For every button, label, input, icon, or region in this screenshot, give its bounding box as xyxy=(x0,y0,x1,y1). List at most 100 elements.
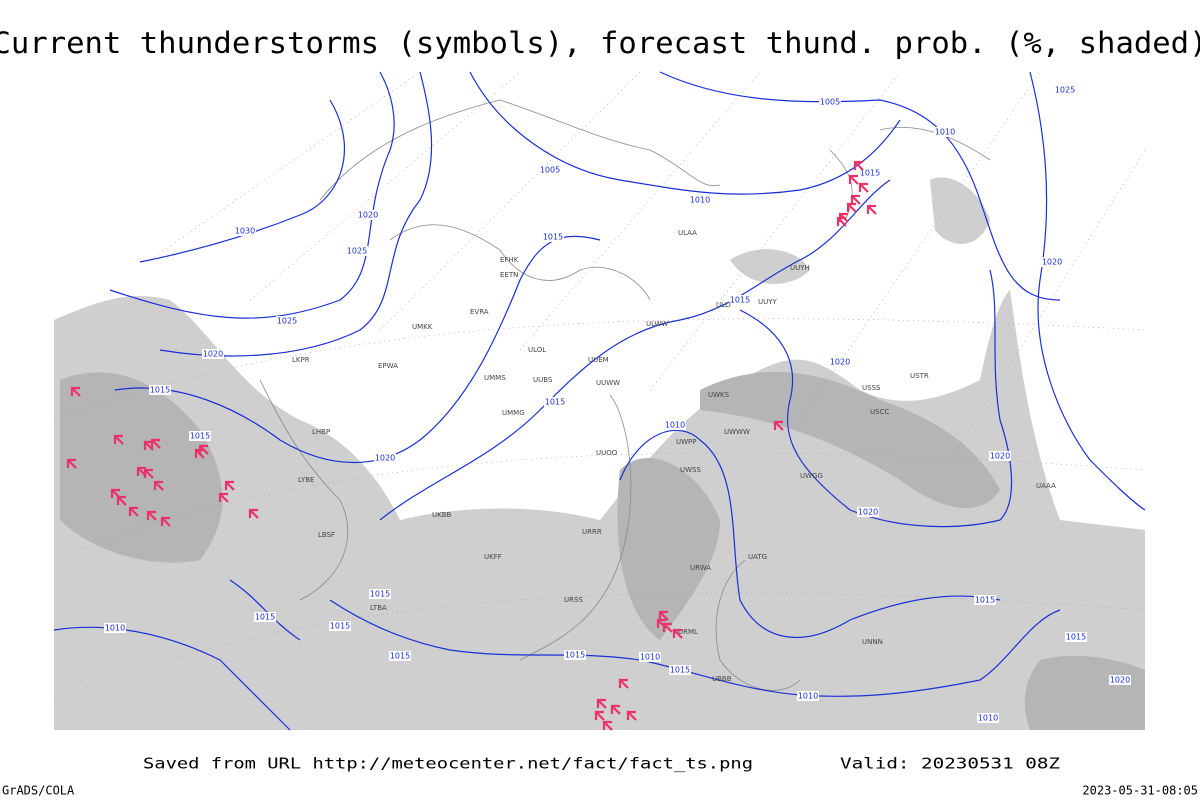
isobar xyxy=(619,429,1001,639)
isobar-label: 1010 xyxy=(105,624,125,633)
station-label: UUOO xyxy=(596,449,618,457)
grid-line xyxy=(53,318,1146,701)
label-background xyxy=(374,453,396,463)
label-background xyxy=(797,691,819,701)
storm-symbol xyxy=(594,710,605,721)
label-background xyxy=(389,651,411,661)
label-background xyxy=(564,650,586,660)
station-label: LBSF xyxy=(318,531,335,539)
storm-symbol xyxy=(658,610,669,621)
storm-symbol xyxy=(866,204,877,215)
isobar-label: 1015 xyxy=(543,233,563,242)
station-label: USTR xyxy=(910,372,929,380)
isobar-label: 1010 xyxy=(798,692,818,701)
storm-symbol xyxy=(143,440,154,451)
label-background xyxy=(729,295,751,305)
isobar-label: 1015 xyxy=(730,296,750,305)
isobar-label: 1020 xyxy=(858,508,878,517)
storm-symbol xyxy=(626,710,637,721)
label-background xyxy=(254,612,276,622)
storm-symbol xyxy=(850,194,861,205)
storm-symbol xyxy=(846,202,857,213)
label-background xyxy=(934,127,956,137)
station-label: EPWA xyxy=(378,362,398,370)
label-background xyxy=(1041,257,1063,267)
storm-symbol xyxy=(596,698,607,709)
isobar-label: 1015 xyxy=(545,398,565,407)
label-background xyxy=(189,431,211,441)
label-background xyxy=(544,397,566,407)
isobar-label: 1010 xyxy=(690,196,710,205)
label-background xyxy=(977,713,999,723)
storm-symbol xyxy=(858,182,869,193)
station-label: ULWW xyxy=(646,320,668,328)
storm-symbol xyxy=(610,704,621,715)
storm-symbol xyxy=(66,458,77,469)
label-background xyxy=(276,316,298,326)
label-background xyxy=(1054,85,1076,95)
isobar-label: 1025 xyxy=(277,317,297,326)
shaded-area xyxy=(700,371,1000,509)
isobar-label: 1010 xyxy=(935,128,955,137)
storm-symbol xyxy=(153,480,164,491)
isobar-label: 1015 xyxy=(565,651,585,660)
station-label: UNNN xyxy=(862,638,883,646)
storm-symbol xyxy=(150,438,161,449)
station-label: UUBS xyxy=(533,376,553,384)
valid-time: Valid: 20230531 08Z xyxy=(840,755,1060,773)
isobar-label: 1025 xyxy=(347,247,367,256)
storm-symbol xyxy=(224,480,235,491)
station-label: UUWW xyxy=(596,379,620,387)
shaded-area xyxy=(930,177,990,244)
map-grid xyxy=(53,71,1146,701)
label-background xyxy=(989,451,1011,461)
isobar-label: 1015 xyxy=(255,613,275,622)
isobar-label: 1015 xyxy=(150,386,170,395)
station-label: URSS xyxy=(564,596,583,604)
isobar-label: 1020 xyxy=(830,358,850,367)
label-background xyxy=(346,246,368,256)
storm-symbol xyxy=(70,386,81,397)
station-label: LKPR xyxy=(292,356,310,364)
station-label: UKFF xyxy=(484,553,502,561)
station-label: LHBP xyxy=(312,428,330,436)
station-label: ULOL xyxy=(528,346,546,354)
storm-symbol xyxy=(618,678,629,689)
station-label: EETN xyxy=(500,271,518,279)
isobar xyxy=(109,71,395,319)
isobar-label: 1020 xyxy=(358,211,378,220)
isobar-label: 1010 xyxy=(978,714,998,723)
isobar-label: 1020 xyxy=(203,350,223,359)
station-label: USCC xyxy=(870,408,889,416)
station-label: UMMS xyxy=(484,374,506,382)
isobar-label: 1015 xyxy=(670,666,690,675)
label-background xyxy=(202,349,224,359)
storm-symbol xyxy=(160,516,171,527)
label-background xyxy=(639,652,661,662)
station-label: UUYH xyxy=(790,264,810,272)
station-label: ULLI xyxy=(716,301,731,309)
isobar-label: 1015 xyxy=(1066,633,1086,642)
label-background xyxy=(819,97,841,107)
station-label: URML xyxy=(678,628,698,636)
source-url: Saved from URL http://meteocenter.net/fa… xyxy=(143,755,753,773)
isobar-label: 1005 xyxy=(820,98,840,107)
coastline xyxy=(259,99,991,691)
label-background xyxy=(539,165,561,175)
label-background xyxy=(664,420,686,430)
isobar-label: 1005 xyxy=(540,166,560,175)
isobars xyxy=(53,71,1146,731)
label-background xyxy=(669,665,691,675)
isobar-label: 1020 xyxy=(375,454,395,463)
station-label: LYBE xyxy=(298,476,314,484)
storm-symbol xyxy=(198,444,209,455)
software-label: GrADS/COLA xyxy=(2,784,75,798)
map-title: Current thunderstorms (symbols), forecas… xyxy=(0,26,1200,60)
isobar xyxy=(379,179,891,521)
isobar-label: 1020 xyxy=(1110,676,1130,685)
storm-symbol xyxy=(218,492,229,503)
timestamp: 2023-05-31-08:05 xyxy=(1082,784,1198,798)
isobar-label: 1020 xyxy=(990,452,1010,461)
isobar-label: 1015 xyxy=(860,169,880,178)
